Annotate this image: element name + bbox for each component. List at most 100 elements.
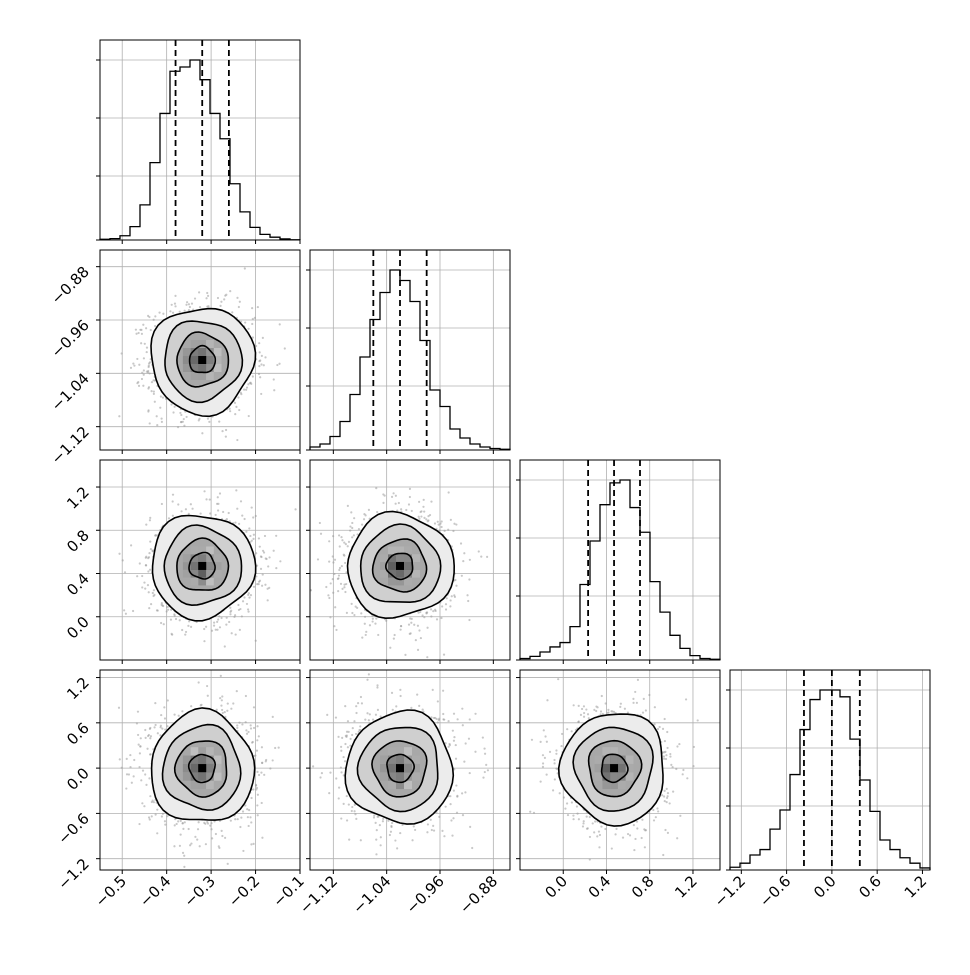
- sample-point: [364, 633, 367, 637]
- sample-point: [218, 420, 221, 423]
- sample-point: [338, 545, 341, 548]
- sample-point: [274, 746, 277, 750]
- sample-point: [375, 617, 378, 620]
- density-cell: [213, 755, 222, 764]
- sample-point: [142, 373, 145, 376]
- sample-point: [220, 699, 223, 702]
- sample-point: [467, 599, 470, 603]
- sample-point: [344, 561, 347, 565]
- sample-point: [474, 750, 477, 753]
- xtick-label-param-3: −0.6: [756, 872, 794, 910]
- sample-point: [137, 331, 140, 335]
- sample-point: [429, 818, 432, 821]
- sample-point: [644, 829, 647, 832]
- histogram-step-1: [309, 269, 511, 450]
- density-cell: [412, 772, 420, 781]
- sample-point: [219, 697, 222, 700]
- sample-point: [623, 707, 626, 710]
- sample-point: [206, 294, 210, 297]
- sample-point: [367, 508, 371, 512]
- sample-point: [357, 730, 360, 734]
- sample-point: [566, 813, 570, 817]
- sample-point: [247, 824, 250, 828]
- sample-point: [338, 568, 341, 572]
- sample-point: [137, 384, 141, 387]
- sample-point: [174, 305, 177, 308]
- sample-point: [268, 586, 271, 589]
- sample-point: [130, 544, 133, 547]
- sample-point: [368, 624, 372, 627]
- ytick-label-param-1: −1.04: [48, 369, 93, 414]
- sample-point: [216, 496, 219, 499]
- contour-line-0: [150, 307, 257, 418]
- sample-point: [187, 303, 191, 306]
- sample-point: [621, 836, 625, 839]
- sample-point: [251, 317, 254, 321]
- sample-point: [345, 819, 349, 822]
- sample-point: [166, 725, 169, 728]
- sample-point: [252, 585, 256, 588]
- sample-point: [432, 824, 435, 828]
- sample-point: [579, 713, 583, 716]
- sample-point: [545, 740, 548, 743]
- sample-point: [206, 417, 210, 420]
- sample-point: [180, 420, 183, 424]
- sample-point: [361, 636, 364, 639]
- density-cell: [617, 755, 626, 764]
- density-cell: [198, 554, 207, 563]
- sample-point: [141, 769, 145, 772]
- sample-point: [181, 710, 184, 713]
- sample-point: [214, 832, 218, 836]
- sample-point: [241, 723, 244, 726]
- xtick-label-param-0: −0.2: [225, 872, 263, 910]
- sample-point: [418, 629, 421, 632]
- sample-point: [261, 584, 264, 587]
- sample-point: [468, 618, 471, 622]
- sample-point: [436, 520, 439, 523]
- sample-point: [137, 743, 140, 746]
- sample-point: [225, 623, 228, 626]
- sample-point: [340, 536, 343, 539]
- sample-point: [615, 827, 618, 831]
- sample-point: [143, 342, 146, 345]
- sample-point: [133, 364, 136, 367]
- sample-point: [375, 853, 378, 856]
- sample-point: [141, 371, 144, 374]
- sample-point: [417, 611, 420, 614]
- density-cell: [396, 554, 404, 563]
- sample-point: [444, 742, 447, 745]
- density-cell: [206, 562, 214, 570]
- sample-point: [180, 413, 183, 417]
- sample-point: [235, 489, 238, 492]
- scatter-panel-0-2: [96, 459, 301, 664]
- sample-point: [626, 832, 630, 836]
- sample-point: [426, 823, 430, 826]
- sample-point: [189, 503, 192, 506]
- density-cell: [602, 747, 611, 756]
- sample-point: [664, 750, 667, 753]
- sample-point: [148, 361, 152, 364]
- sample-point: [477, 550, 480, 553]
- sample-point: [221, 834, 224, 838]
- density-cell: [388, 772, 396, 781]
- sample-point: [218, 626, 222, 629]
- histogram-panel-0: [96, 39, 301, 244]
- sample-point: [260, 771, 263, 774]
- sample-point: [258, 579, 262, 582]
- density-cell: [388, 577, 396, 586]
- sample-point: [193, 297, 197, 300]
- sample-point: [203, 821, 206, 824]
- sample-point: [344, 590, 347, 594]
- density-cell: [625, 772, 634, 781]
- sample-point: [248, 527, 251, 530]
- sample-point: [197, 821, 200, 824]
- sample-point: [564, 807, 567, 810]
- sample-point: [156, 732, 159, 735]
- sample-point: [342, 774, 345, 777]
- sample-point: [166, 699, 169, 702]
- sample-point: [532, 811, 536, 814]
- density-cell: [213, 348, 222, 356]
- sample-point: [333, 572, 336, 576]
- sample-point: [351, 521, 354, 525]
- sample-point: [339, 582, 343, 585]
